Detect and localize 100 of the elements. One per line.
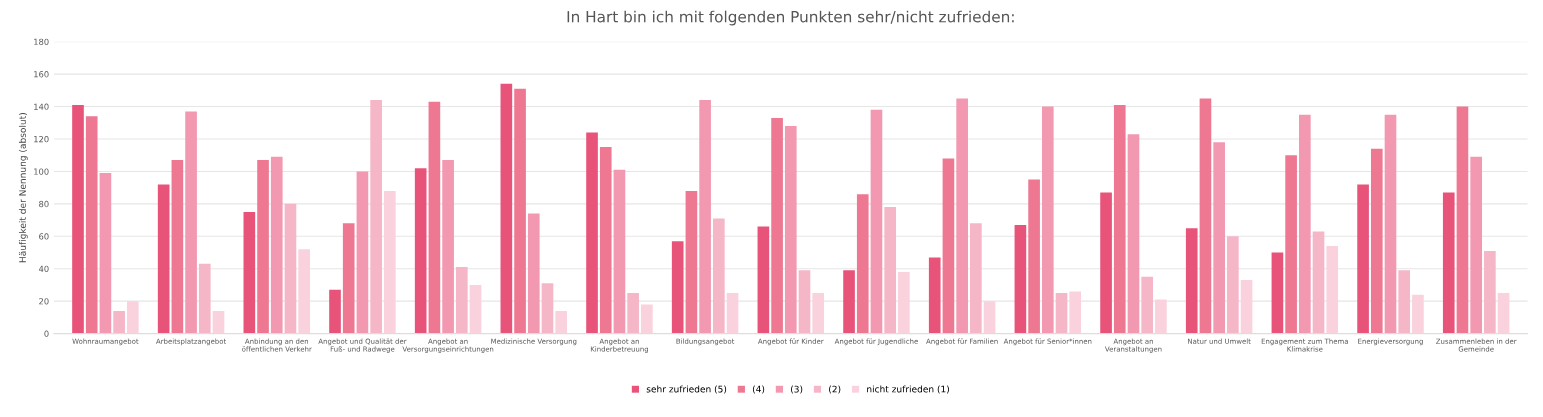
legend-label: sehr zufrieden (5) [646, 385, 727, 394]
bar [1326, 246, 1339, 334]
bar [685, 190, 698, 334]
chart-title: In Hart bin ich mit folgenden Punkten sehr/nicht zufrieden: [567, 10, 1014, 26]
bar [185, 111, 197, 334]
bar [469, 284, 482, 334]
bar [113, 310, 125, 334]
bar [1199, 98, 1212, 334]
bar [1213, 142, 1225, 334]
y-tick-label: 80 [39, 200, 49, 208]
bar [1028, 179, 1040, 334]
bar [157, 184, 170, 334]
bar [284, 203, 297, 334]
bar [713, 218, 725, 334]
legend-label: nicht zufrieden (1) [867, 385, 949, 394]
bar [1069, 291, 1082, 334]
bar [983, 301, 996, 334]
bar [1155, 299, 1167, 334]
bar [1470, 156, 1482, 334]
bar [1299, 114, 1311, 334]
bar [257, 160, 269, 334]
bar [198, 263, 211, 334]
bar [1497, 293, 1510, 334]
bar [627, 293, 639, 334]
bar [428, 101, 441, 334]
bar [856, 194, 869, 334]
bar [127, 301, 139, 334]
y-tick-label: 160 [34, 71, 49, 78]
bar [212, 310, 225, 334]
y-tick-label: 20 [39, 298, 49, 305]
bar [356, 171, 369, 334]
bar [1271, 252, 1284, 334]
bar [342, 223, 355, 334]
bar [812, 293, 825, 334]
y-tick-label: 40 [38, 265, 49, 273]
y-tick-label: 0 [44, 330, 49, 337]
bar [898, 271, 910, 334]
bar [970, 223, 982, 334]
bar [771, 117, 783, 334]
bar [641, 304, 653, 334]
bar [1185, 228, 1198, 334]
bar [784, 126, 797, 334]
bar [942, 158, 955, 334]
bar [85, 116, 98, 334]
legend-label: (3) [791, 385, 803, 394]
legend-label: (4) [752, 385, 765, 394]
bar [1370, 148, 1383, 334]
bar [613, 169, 626, 334]
bar [555, 310, 568, 334]
bar [442, 160, 454, 334]
y-tick-label: 60 [39, 233, 49, 240]
bar [1100, 192, 1112, 334]
y-tick-label: 120 [34, 135, 49, 143]
bar [329, 289, 341, 334]
bar [798, 270, 811, 334]
bar [370, 100, 382, 334]
bar [527, 213, 540, 334]
bar [1240, 280, 1253, 334]
bar [599, 147, 612, 334]
bar [500, 83, 513, 334]
bar [699, 100, 711, 334]
y-tick-label: 140 [34, 103, 49, 110]
bar [514, 88, 526, 334]
bar [541, 283, 554, 334]
legend-label: (2) [829, 385, 841, 394]
bar [870, 109, 883, 334]
bar [99, 173, 112, 334]
bar [455, 267, 468, 334]
bar [1285, 155, 1297, 334]
bar [884, 207, 896, 334]
bar [1456, 106, 1469, 334]
bar [414, 168, 427, 334]
bar [1127, 134, 1140, 334]
bar [1484, 250, 1496, 334]
y-axis-title: Häufigkeit der Nennung (absolut) [18, 113, 28, 263]
bar [1412, 294, 1424, 334]
bar [72, 104, 84, 334]
bar [1384, 114, 1397, 334]
bar [726, 293, 739, 334]
bar [1014, 224, 1027, 334]
bar [1041, 106, 1054, 334]
bar [586, 132, 598, 334]
bar [757, 226, 770, 334]
bar [843, 270, 855, 334]
bar [956, 98, 968, 334]
bar [1357, 184, 1369, 334]
bar [243, 211, 256, 334]
bar [1312, 231, 1325, 334]
bar [1141, 276, 1154, 334]
y-tick-label: 180 [34, 38, 49, 45]
bar [171, 160, 184, 334]
bar [928, 257, 941, 334]
y-tick-label: 100 [34, 168, 49, 175]
bar [298, 249, 310, 334]
bar [1227, 236, 1239, 334]
bar [1442, 192, 1455, 334]
bar [384, 190, 396, 334]
bar [671, 241, 684, 334]
bar [270, 156, 283, 334]
bar [1398, 270, 1411, 334]
